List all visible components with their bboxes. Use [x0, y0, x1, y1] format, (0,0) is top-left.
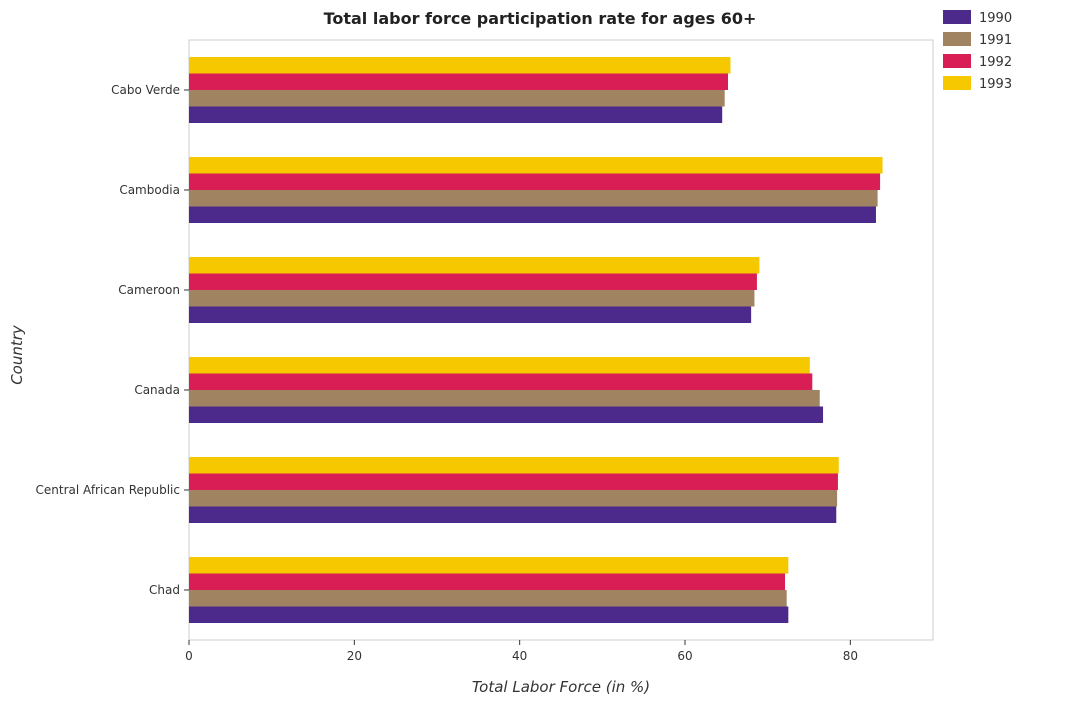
y-tick-label: Central African Republic: [36, 483, 180, 497]
y-tick-label: Cabo Verde: [111, 83, 180, 97]
x-tick-label: 0: [185, 649, 193, 663]
bar-1993-central-african-republic: [189, 457, 839, 474]
bar-1993-cameroon: [189, 257, 760, 274]
x-axis-label: Total Labor Force (in %): [472, 678, 650, 696]
y-axis-label: Country: [8, 324, 26, 385]
bar-1990-cabo-verde: [189, 106, 723, 123]
legend-label-1990: 1990: [979, 11, 1012, 26]
bar-1993-chad: [189, 557, 789, 574]
bar-1992-central-african-republic: [189, 473, 838, 490]
y-tick-label: Canada: [134, 383, 180, 397]
bar-1992-chad: [189, 573, 786, 590]
bar-1993-canada: [189, 357, 810, 374]
bar-1992-cameroon: [189, 273, 757, 290]
x-axis-ticks: 0 20 40 60 80: [185, 640, 858, 663]
bar-1991-cameroon: [189, 290, 755, 307]
bar-1992-canada: [189, 373, 813, 390]
bar-1991-chad: [189, 590, 787, 607]
y-tick-label: Cambodia: [119, 183, 180, 197]
bar-1991-cabo-verde: [189, 90, 725, 107]
legend: 1990 1991 1992 1993: [943, 10, 1012, 92]
x-tick-label: 40: [512, 649, 527, 663]
plot-area: [188, 39, 934, 641]
legend-swatch-1990: [943, 10, 971, 24]
plot-frame: [188, 39, 934, 641]
legend-swatch-1993: [943, 76, 971, 90]
bar-1993-cabo-verde: [189, 57, 731, 74]
bar-1993-cambodia: [189, 157, 883, 174]
y-tick-label: Cameroon: [118, 283, 180, 297]
bar-1991-cambodia: [189, 190, 878, 207]
legend-label-1992: 1992: [979, 55, 1012, 70]
legend-swatch-1992: [943, 54, 971, 68]
chart-title: Total labor force participation rate for…: [324, 9, 757, 28]
bar-1990-cambodia: [189, 206, 876, 223]
x-tick-label: 60: [677, 649, 692, 663]
y-axis-ticks: Cabo Verde Cambodia Cameroon Canada Central …: [36, 83, 189, 597]
bar-1992-cabo-verde: [189, 73, 728, 90]
x-tick-label: 20: [347, 649, 362, 663]
legend-label-1993: 1993: [979, 77, 1012, 92]
bar-1991-central-african-republic: [189, 490, 838, 507]
bar-1990-canada: [189, 406, 824, 423]
bar-1992-cambodia: [189, 173, 881, 190]
y-tick-label: Chad: [149, 583, 180, 597]
bar-1990-central-african-republic: [189, 506, 837, 523]
bar-1990-chad: [189, 606, 789, 623]
bar-1991-canada: [189, 390, 820, 407]
legend-label-1991: 1991: [979, 33, 1012, 48]
bar-1990-cameroon: [189, 306, 752, 323]
legend-swatch-1991: [943, 32, 971, 46]
x-tick-label: 80: [843, 649, 858, 663]
